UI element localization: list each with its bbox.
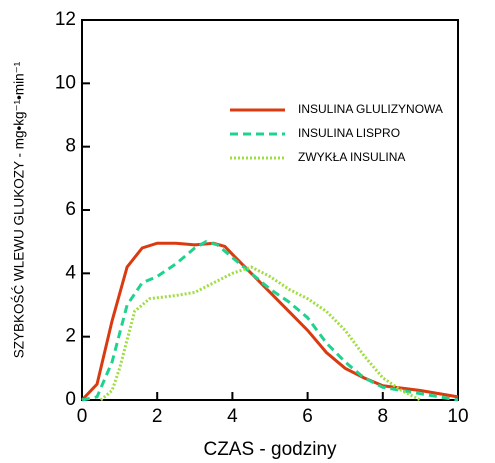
y-tick-label: 12 — [55, 9, 76, 30]
series-line — [81, 240, 459, 402]
x-tick-label: 8 — [378, 406, 389, 427]
legend-label: ZWYKŁA INSULINA — [298, 150, 405, 164]
x-tick-label: 10 — [447, 406, 468, 427]
y-tick-label: 10 — [55, 72, 76, 93]
series-line — [80, 241, 459, 402]
x-tick-label: 0 — [77, 406, 88, 427]
y-tick-label: 4 — [65, 262, 76, 283]
y-tick-label: 0 — [65, 389, 76, 410]
series-line — [99, 265, 422, 402]
y-axis-label: SZYBKOŚĆ WLEWU GLUKOZY - mg•kg⁻¹•min⁻¹ — [12, 61, 27, 358]
x-tick-label: 6 — [302, 406, 313, 427]
x-tick-label: 2 — [152, 406, 163, 427]
y-tick-label: 6 — [65, 199, 76, 220]
y-tick-label: 2 — [65, 326, 76, 347]
y-tick-label: 8 — [65, 136, 76, 157]
x-tick-label: 4 — [227, 406, 238, 427]
x-axis-label: CZAS - godziny — [203, 439, 337, 460]
plot-frame — [81, 19, 459, 401]
legend-label: INSULINA LISPRO — [298, 126, 400, 140]
legend-label: INSULINA GLULIZYNOWA — [298, 102, 443, 116]
